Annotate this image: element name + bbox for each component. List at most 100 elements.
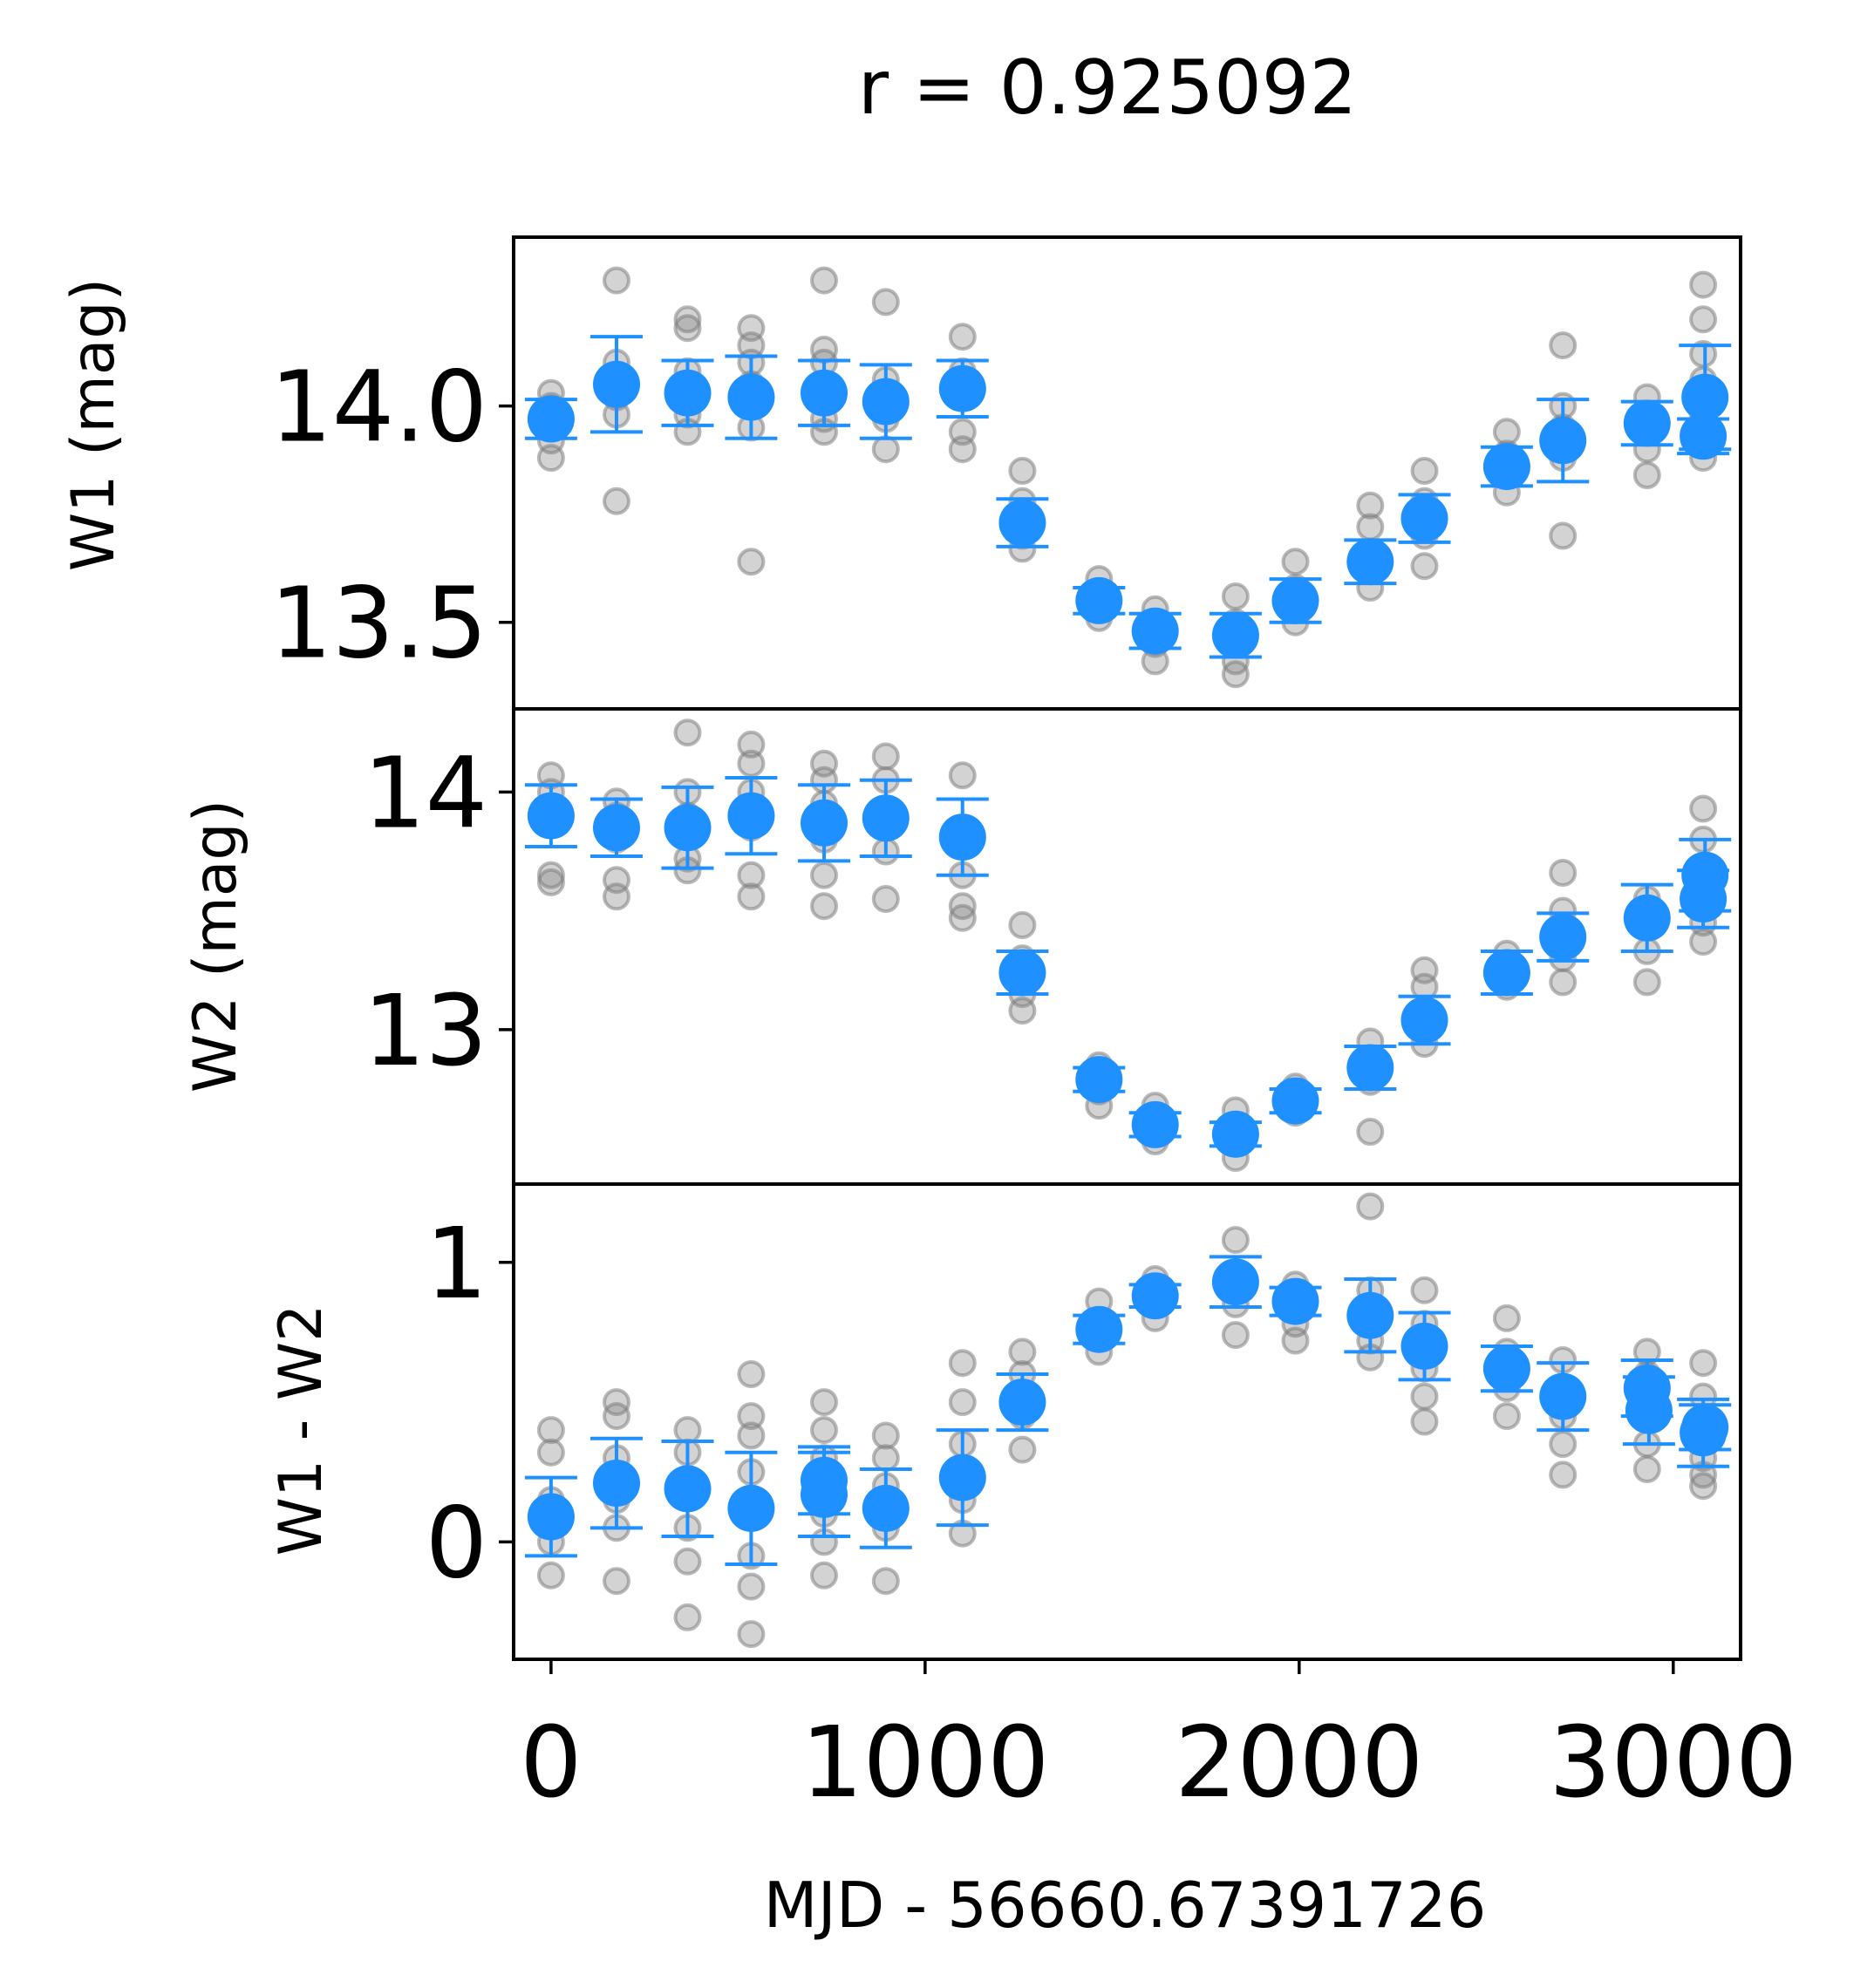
binned-point [1271,576,1319,624]
raw-point [948,323,977,351]
x-axis-label: MJD - 56660.67391726 [764,1869,1487,1942]
raw-point [1008,911,1037,939]
binned-point [1211,1110,1259,1158]
binned-point [1400,997,1448,1044]
raw-point [737,749,766,778]
raw-point [1632,968,1661,997]
binned-point [801,799,848,847]
panel-w1-frame [512,235,1742,711]
raw-point [871,288,900,317]
raw-point [603,266,630,295]
binned-point [1681,851,1729,899]
chart-title: r = 0.925092 [858,44,1357,132]
panel-w1-yticks: 13.5 14.0 [270,351,514,681]
binned-point [998,949,1046,997]
binned-point [938,364,986,412]
raw-point [1689,1472,1718,1501]
raw-point [737,1360,766,1388]
xtick-label: 3000 [1549,1706,1797,1820]
binned-point [1625,1386,1673,1434]
raw-point [810,861,838,889]
panel-w1w2-ylabel: W1 - W2 [267,1304,336,1556]
raw-point [603,1402,630,1431]
binned-point [527,792,575,840]
panel-w2-ylabel: W2 (mag) [181,800,250,1093]
panel-w2: 13 14 W2 (mag) [181,707,1742,1186]
binned-point [1681,373,1729,421]
binned-point [664,369,712,417]
raw-point [810,892,838,921]
raw-point [1281,1326,1310,1355]
binned-point [938,814,986,861]
binned-point [862,794,910,842]
raw-point [673,1603,702,1631]
raw-point [871,885,900,913]
raw-point [871,1444,900,1473]
xtick-label: 2000 [1175,1706,1423,1820]
raw-point [1492,1402,1521,1431]
binned-point [1075,576,1123,624]
raw-point [1549,521,1578,550]
raw-point [1356,513,1385,541]
raw-point [1410,1407,1439,1436]
ytick-label: 0 [426,1487,487,1600]
binned-point [1346,1044,1394,1092]
raw-point [603,882,630,911]
ytick-label: 1 [426,1208,487,1321]
binned-point [1623,399,1671,447]
raw-point [871,1567,900,1596]
ytick-label: 13 [363,975,487,1088]
binned-point [1400,1322,1448,1370]
raw-point [673,305,702,334]
binned-point [1482,1345,1530,1392]
raw-point [948,903,977,932]
raw-point [1008,457,1037,485]
binned-point [1482,443,1530,491]
binned-point [593,360,640,408]
raw-point [1008,997,1037,1025]
raw-point [1549,859,1578,887]
binned-point [862,1484,910,1532]
raw-point [871,435,900,464]
binned-point [727,373,775,421]
binned-point [1075,1056,1123,1104]
raw-point [1410,552,1439,581]
raw-point [1689,270,1718,299]
raw-point [1356,1192,1385,1221]
raw-point [1549,1430,1578,1459]
ytick-label: 14.0 [270,351,487,465]
binned-point [801,369,848,417]
binned-point [593,1460,640,1507]
raw-point [737,1572,766,1601]
raw-point [1689,794,1718,823]
panel-w1w2-yticks: 01 [426,1208,514,1600]
binned-point [1131,607,1179,655]
binned-point [664,1465,712,1513]
panel-w1-marks [524,266,1732,689]
panel-w1-ylabel: W1 (mag) [59,278,128,571]
raw-point [1410,1276,1439,1304]
raw-point [1008,1435,1037,1464]
binned-point [1271,1077,1319,1125]
raw-point [810,266,838,295]
binned-point [1346,538,1394,586]
panel-w2-yticks: 13 14 [363,737,514,1088]
binned-point [1271,1277,1319,1325]
raw-point [737,1620,766,1649]
binned-point [1623,894,1671,942]
binned-point [1346,1291,1394,1339]
raw-point [810,1561,838,1590]
binned-point [727,1484,775,1532]
raw-point [1410,1382,1439,1411]
binned-point [1539,1372,1587,1420]
binned-point [527,395,575,443]
binned-point [1482,949,1530,997]
raw-point [536,1438,565,1467]
binned-point [938,1454,986,1501]
panel-w1w2-frame [512,1182,1742,1661]
panel-w1: 13.5 14.0 W1 (mag) [59,235,1742,711]
binned-point [664,804,712,852]
raw-point [1492,1304,1521,1332]
raw-point [536,1561,565,1590]
raw-point [737,548,766,576]
